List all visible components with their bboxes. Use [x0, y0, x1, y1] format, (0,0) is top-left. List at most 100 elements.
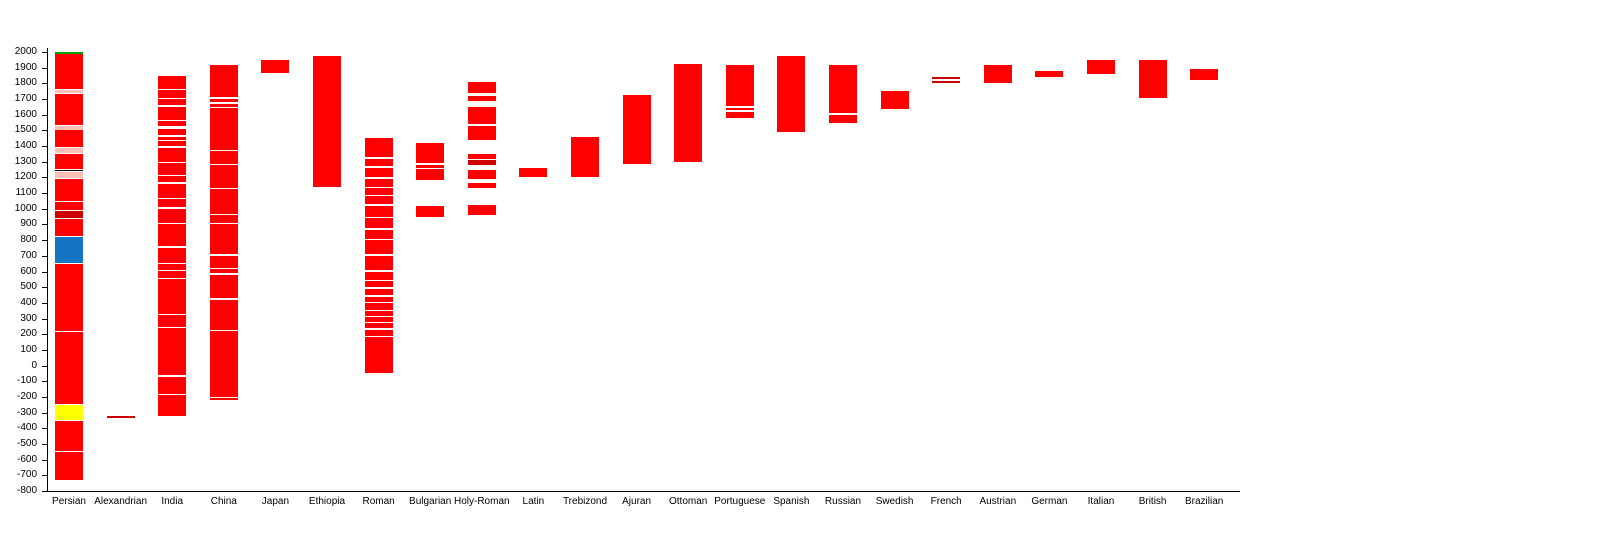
bar-segment[interactable]: [55, 54, 83, 89]
bar-segment[interactable]: [467, 204, 496, 215]
bar-segment[interactable]: [209, 151, 238, 165]
bar-segment[interactable]: [209, 255, 238, 268]
bar-series-latin[interactable]: [519, 0, 548, 550]
bar-segment[interactable]: [467, 160, 496, 165]
bar-segment[interactable]: [55, 229, 83, 237]
bar-segment[interactable]: [932, 81, 961, 83]
bar-segment[interactable]: [158, 136, 187, 141]
bar-series-persian[interactable]: [55, 0, 83, 550]
bar-segment[interactable]: [158, 199, 187, 208]
bar-segment[interactable]: [467, 106, 496, 125]
bar-series-french[interactable]: [932, 0, 961, 550]
bar-segment[interactable]: [364, 337, 393, 374]
bar-segment[interactable]: [416, 168, 445, 180]
bar-segment[interactable]: [158, 270, 187, 278]
bar-segment[interactable]: [364, 302, 393, 310]
bar-series-british[interactable]: [1138, 0, 1167, 550]
bar-series-japan[interactable]: [261, 0, 290, 550]
bar-segment[interactable]: [725, 64, 754, 107]
bar-segment[interactable]: [571, 136, 599, 177]
bar-segment[interactable]: [158, 377, 187, 394]
bar-segment[interactable]: [364, 316, 393, 322]
bar-segment[interactable]: [158, 90, 187, 98]
bar-segment[interactable]: [158, 224, 187, 247]
bar-series-swedish[interactable]: [880, 0, 909, 550]
bar-segment[interactable]: [467, 125, 496, 140]
bar-segment[interactable]: [55, 201, 83, 206]
bar-segment[interactable]: [55, 421, 83, 451]
bar-segment[interactable]: [364, 178, 393, 187]
bar-segment[interactable]: [364, 205, 393, 217]
bar-series-german[interactable]: [1035, 0, 1064, 550]
bar-segment[interactable]: [829, 114, 857, 123]
bar-segment[interactable]: [622, 95, 651, 165]
bar-segment[interactable]: [55, 130, 83, 147]
bar-segment[interactable]: [55, 331, 83, 404]
bar-segment[interactable]: [158, 208, 187, 223]
bar-segment[interactable]: [209, 268, 238, 274]
bar-segment[interactable]: [158, 183, 187, 198]
bar-segment[interactable]: [364, 296, 393, 302]
bar-segment[interactable]: [364, 188, 393, 195]
bar-segment[interactable]: [158, 147, 187, 162]
bar-segment[interactable]: [209, 189, 238, 215]
bar-series-italian[interactable]: [1087, 0, 1115, 550]
bar-segment[interactable]: [55, 451, 83, 481]
bar-segment[interactable]: [364, 240, 393, 255]
bar-series-russian[interactable]: [829, 0, 857, 550]
bar-segment[interactable]: [55, 178, 83, 201]
bar-segment[interactable]: [209, 299, 238, 330]
bar-segment[interactable]: [519, 167, 548, 177]
bar-series-ottoman[interactable]: [674, 0, 703, 550]
bar-series-ajuran[interactable]: [622, 0, 651, 550]
bar-segment[interactable]: [1190, 69, 1219, 80]
bar-segment[interactable]: [55, 237, 83, 263]
bar-segment[interactable]: [55, 404, 83, 421]
bar-segment[interactable]: [209, 215, 238, 223]
bar-segment[interactable]: [55, 206, 83, 211]
bar-segment[interactable]: [158, 141, 187, 147]
bar-segment[interactable]: [467, 153, 496, 159]
bar-segment[interactable]: [158, 106, 187, 121]
bar-segment[interactable]: [364, 137, 393, 158]
bar-segment[interactable]: [777, 55, 806, 132]
bar-series-china[interactable]: [209, 0, 238, 550]
bar-segment[interactable]: [725, 111, 754, 119]
bar-segment[interactable]: [261, 60, 290, 73]
bar-segment[interactable]: [55, 125, 83, 130]
bar-segment[interactable]: [1138, 59, 1167, 98]
bar-segment[interactable]: [158, 247, 187, 263]
bar-series-roman[interactable]: [364, 0, 393, 550]
bar-segment[interactable]: [364, 288, 393, 295]
bar-segment[interactable]: [364, 271, 393, 280]
bar-segment[interactable]: [55, 224, 83, 229]
bar-segment[interactable]: [158, 99, 187, 106]
bar-segment[interactable]: [158, 279, 187, 314]
bar-segment[interactable]: [467, 95, 496, 101]
bar-segment[interactable]: [158, 327, 187, 375]
bar-segment[interactable]: [416, 142, 445, 164]
bar-series-brazilian[interactable]: [1190, 0, 1219, 550]
bar-segment[interactable]: [209, 165, 238, 189]
bar-segment[interactable]: [158, 128, 187, 136]
bar-segment[interactable]: [55, 93, 83, 125]
bar-segment[interactable]: [467, 182, 496, 189]
bar-segment[interactable]: [158, 175, 187, 183]
bar-segment[interactable]: [209, 107, 238, 151]
bar-segment[interactable]: [880, 91, 909, 109]
bar-segment[interactable]: [209, 103, 238, 107]
bar-segment[interactable]: [1087, 60, 1115, 74]
bar-segment[interactable]: [106, 416, 135, 419]
bar-segment[interactable]: [55, 211, 83, 219]
bar-segment[interactable]: [829, 65, 857, 114]
bar-series-ethiopia[interactable]: [313, 0, 341, 550]
bar-segment[interactable]: [55, 52, 83, 54]
bar-segment[interactable]: [467, 169, 496, 179]
bar-segment[interactable]: [364, 218, 393, 229]
bar-segment[interactable]: [158, 394, 187, 417]
bar-segment[interactable]: [364, 310, 393, 316]
bar-segment[interactable]: [1035, 70, 1064, 78]
bar-segment[interactable]: [313, 56, 341, 188]
bar-segment[interactable]: [55, 153, 83, 169]
bar-segment[interactable]: [364, 323, 393, 328]
